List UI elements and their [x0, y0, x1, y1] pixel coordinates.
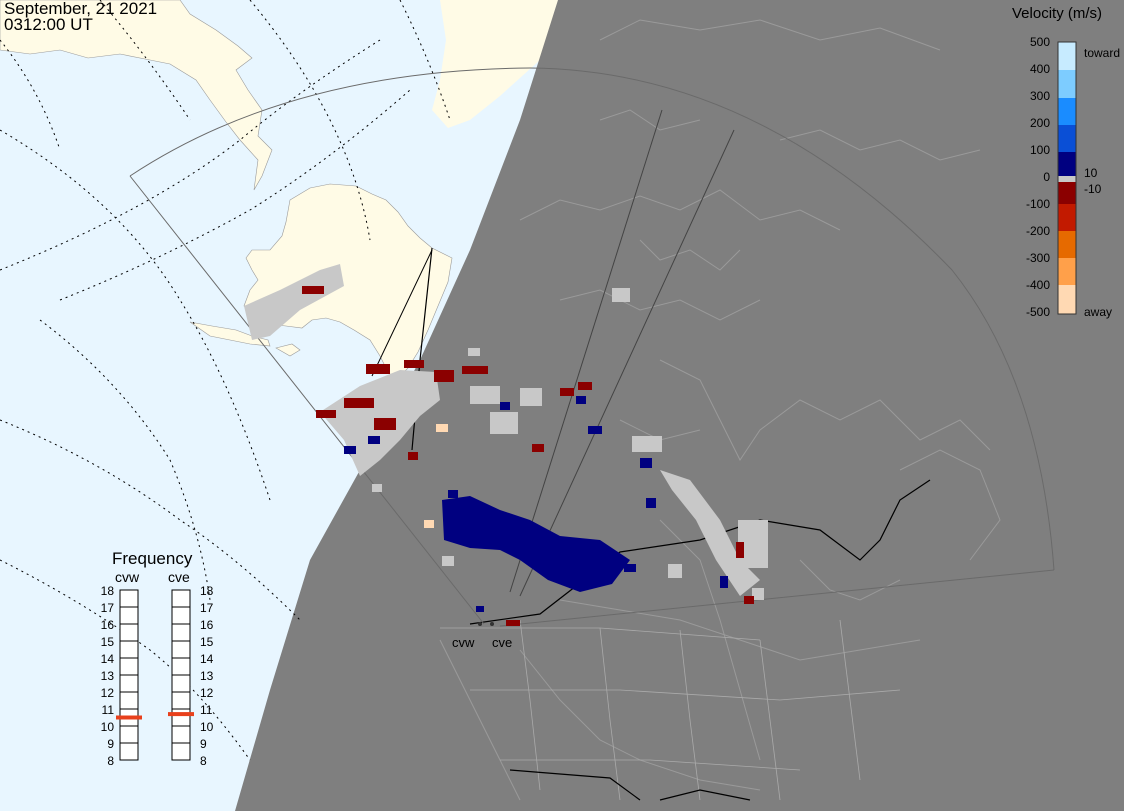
arctic-land [432, 0, 560, 128]
frequency-tick-label: 17 [200, 601, 214, 615]
colorbar-tick-minus10: -10 [1084, 182, 1102, 196]
frequency-tick-label: 9 [107, 737, 114, 751]
frequency-tick-label: 8 [200, 754, 207, 768]
away-label: away [1084, 305, 1113, 319]
colorbar-tick: -200 [1025, 224, 1050, 238]
colorbar-tick: 400 [1029, 62, 1050, 76]
colorbar-tick: 100 [1029, 143, 1050, 157]
frequency-tick-label: 16 [100, 618, 114, 632]
frequency-tick-label: 10 [200, 720, 214, 734]
frequency-tick-label: 12 [100, 686, 114, 700]
colorbar-title: Velocity (m/s) [1012, 5, 1103, 22]
radar-site-marker-cve [490, 622, 494, 626]
night-coastlines [439, 19, 1001, 801]
night-region [235, 0, 1124, 811]
colorbar-tick: 200 [1029, 116, 1050, 130]
time-label: 0312:00 UT [4, 15, 93, 34]
island-shape [275, 343, 301, 357]
velocity-colorbar [1057, 41, 1077, 315]
colorbar-tick: -100 [1025, 197, 1050, 211]
frequency-tick-label: 15 [200, 635, 214, 649]
colorbar-tick: 0 [1043, 170, 1050, 184]
frequency-tick-label: 17 [100, 601, 114, 615]
far-away-scatter [424, 424, 448, 528]
frequency-tick-label: 15 [100, 635, 114, 649]
radar-site-marker-cvw [478, 622, 482, 626]
site-label-cvw: cvw [452, 635, 475, 650]
frequency-radar-label: cvw [115, 569, 140, 585]
frequency-tick-label: 16 [200, 618, 214, 632]
toward-scatter [344, 396, 728, 612]
radar-fov [129, 67, 1055, 627]
frequency-radar-label: cve [168, 569, 190, 585]
frequency-tick-label: 13 [200, 669, 214, 683]
frequency-tick-label: 9 [200, 737, 207, 751]
alaska-land [243, 183, 453, 381]
frequency-tick-label: 18 [200, 584, 214, 598]
frequency-bar-ticks [120, 606, 190, 761]
colorbar-tick: -300 [1025, 251, 1050, 265]
frequency-tick-label: 10 [100, 720, 114, 734]
colorbar-tick-10: 10 [1084, 166, 1098, 180]
frequency-tick-label: 14 [200, 652, 214, 666]
frequency-tick-label: 13 [100, 669, 114, 683]
frequency-marker-cve [168, 712, 194, 717]
away-scatter [302, 286, 754, 626]
frequency-tick-label: 11 [200, 703, 213, 717]
frequency-title: Frequency [112, 549, 193, 568]
site-label-cve: cve [492, 635, 513, 650]
aleutian-peninsula [189, 321, 271, 347]
toward-label: toward [1084, 46, 1121, 60]
date-label: September, 21 2021 [4, 0, 158, 18]
state-borders [440, 619, 901, 801]
colorbar-tick: 500 [1029, 35, 1050, 49]
colorbar-tick: 300 [1029, 89, 1050, 103]
colorbar-tick: -400 [1025, 278, 1050, 292]
frequency-tick-label: 11 [101, 703, 114, 717]
colorbar-tick: -500 [1025, 305, 1050, 319]
frequency-tick-label: 12 [200, 686, 214, 700]
frequency-tick-label: 18 [100, 584, 114, 598]
frequency-tick-label: 8 [107, 754, 114, 768]
chukotka-land [0, 0, 273, 191]
lat-lon-grid [0, 0, 451, 761]
frequency-marker-cvw [116, 715, 142, 720]
frequency-tick-label: 14 [100, 652, 114, 666]
